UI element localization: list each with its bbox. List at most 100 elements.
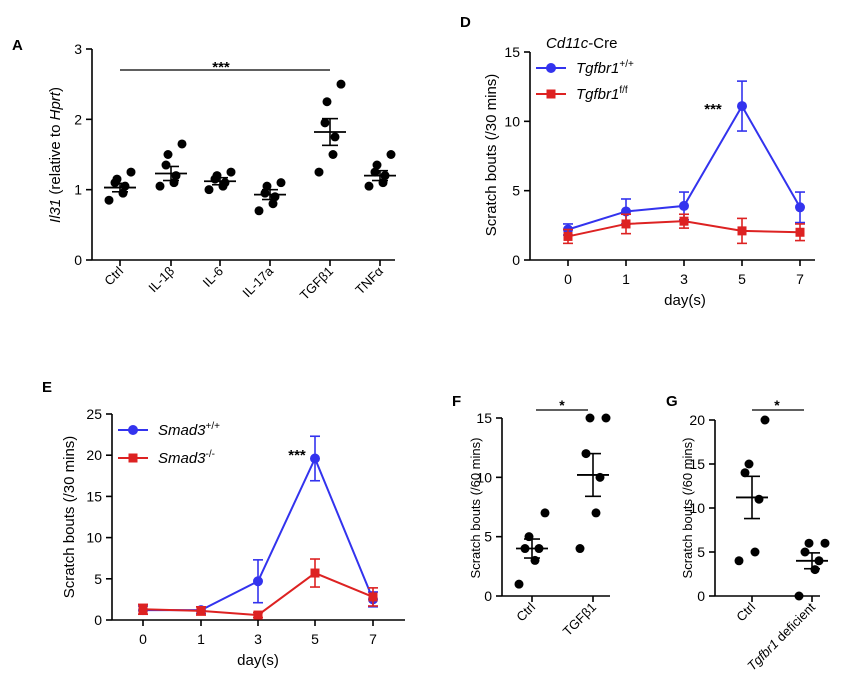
panel-d-xticks: 0 1 3 5 7: [530, 259, 815, 287]
data-point: [621, 219, 631, 229]
panel-a-significance: ***: [212, 59, 230, 76]
x-tick-label: 3: [254, 631, 262, 647]
legend-marker: [128, 453, 138, 463]
x-tick-label: 7: [796, 271, 804, 287]
legend-name: Smad3: [158, 450, 206, 467]
panel-e-ylabel: Scratch bouts (/30 mins): [61, 436, 78, 599]
legend-label: Tgfbr1+/+: [576, 59, 634, 77]
data-point: [126, 167, 136, 177]
panel-d-xlabel: day(s): [664, 292, 706, 309]
y-tick-label: 0: [484, 588, 492, 604]
x-tick-label: TGFβ1: [297, 264, 336, 303]
data-point: [226, 167, 236, 177]
data-point: [253, 610, 263, 620]
data-point: [514, 579, 524, 589]
data-point: [795, 227, 805, 237]
data-point: [320, 118, 330, 128]
data-point: [754, 494, 764, 504]
data-point: [679, 216, 689, 226]
data-point: [310, 568, 320, 578]
data-point: [254, 206, 264, 216]
data-point: [253, 576, 263, 587]
data-point: [220, 178, 230, 188]
data-point: [795, 202, 805, 213]
y-tick-label: 20: [86, 447, 102, 463]
panel-d-yticks: 0 5 10 15: [504, 44, 531, 268]
x-tick-label: 5: [738, 271, 746, 287]
y-tick-label: 5: [512, 183, 520, 199]
x-tick-label-rest: deficient: [771, 599, 819, 647]
x-tick-label: 1: [197, 631, 205, 647]
data-point: [268, 199, 278, 209]
y-tick-label: 5: [484, 529, 492, 545]
data-point: [800, 547, 810, 557]
panel-f-letter: F: [452, 393, 461, 410]
x-tick-label: 0: [139, 631, 147, 647]
x-tick-label: Ctrl: [513, 599, 538, 624]
legend-sup: +/+: [206, 421, 221, 432]
legend-marker: [546, 63, 556, 73]
panel-d-legend-title: Cd11c-Cre: [546, 35, 617, 52]
data-point: [386, 150, 396, 159]
legend-name: Tgfbr1: [576, 60, 619, 77]
data-point: [601, 413, 611, 423]
y-tick-label: 1: [74, 182, 82, 198]
panel-d: D Scratch bouts (/30 mins) day(s) Cd11c-…: [460, 14, 815, 309]
y-tick-label: 15: [504, 44, 520, 60]
legend-label: Smad3+/+: [158, 421, 220, 439]
x-tick-label: 0: [564, 271, 572, 287]
legend-sup: f/f: [619, 85, 628, 96]
data-point: [794, 591, 804, 601]
y-tick-label: 10: [86, 530, 102, 546]
x-tick-label: 3: [680, 271, 688, 287]
y-tick-label: 0: [512, 252, 520, 268]
data-point: [310, 453, 320, 464]
data-point: [262, 181, 272, 191]
panel-a-letter: A: [12, 37, 23, 54]
data-point: [804, 538, 814, 548]
panel-g: G Scratch bouts (/60 mins) 0 5 10 15 20 Ctrl…: [666, 393, 830, 673]
panel-e: E Scratch bouts (/30 mins) day(s) Smad3+…: [42, 379, 405, 669]
data-point: [155, 181, 165, 191]
x-tick-label: TGFβ1: [560, 600, 599, 639]
panel-a-marks: [104, 79, 396, 216]
panel-a-xticks: Ctrl IL-1β IL-6 IL-17a TGFβ1 TNFα: [92, 259, 395, 303]
data-point: [112, 174, 122, 184]
legend-marker: [546, 89, 556, 99]
panel-e-legend: Smad3+/+Smad3-/-: [118, 421, 220, 467]
data-point: [328, 150, 338, 159]
panel-f-ylabel: Scratch bouts (/60 mins): [468, 438, 483, 579]
panel-f: F Scratch bouts (/60 mins) 0 5 10 15 Ctrl TG…: [452, 393, 611, 639]
data-point: [372, 160, 382, 170]
panel-e-letter: E: [42, 379, 52, 396]
data-point: [336, 79, 346, 89]
panel-e-xticks: 0 1 3 5 7: [112, 619, 405, 647]
x-tick-label: 5: [311, 631, 319, 647]
x-tick-label: Ctrl: [101, 263, 126, 288]
x-tick-label: TNFα: [352, 263, 386, 297]
legend-marker: [128, 425, 138, 435]
data-point: [820, 538, 830, 548]
x-tick-label: Ctrl: [733, 599, 758, 624]
legend-name: Smad3: [158, 422, 206, 439]
panel-a-yticks: 0 1 2 3: [74, 41, 93, 268]
data-point: [364, 181, 374, 191]
panel-f-marks: [514, 413, 611, 589]
data-point: [563, 231, 573, 241]
data-point: [330, 132, 340, 142]
y-tick-label: 10: [689, 500, 705, 516]
data-point: [370, 167, 380, 177]
data-point: [744, 459, 754, 469]
data-point: [737, 226, 747, 236]
y-tick-label: 25: [86, 406, 102, 422]
data-point: [177, 139, 187, 149]
y-tick-label: 15: [689, 456, 705, 472]
y-tick-label: 10: [476, 469, 492, 485]
x-tick-label: IL-6: [200, 264, 226, 290]
data-point: [322, 97, 332, 107]
data-point: [540, 508, 550, 518]
data-point: [591, 508, 601, 518]
data-point: [368, 592, 378, 602]
